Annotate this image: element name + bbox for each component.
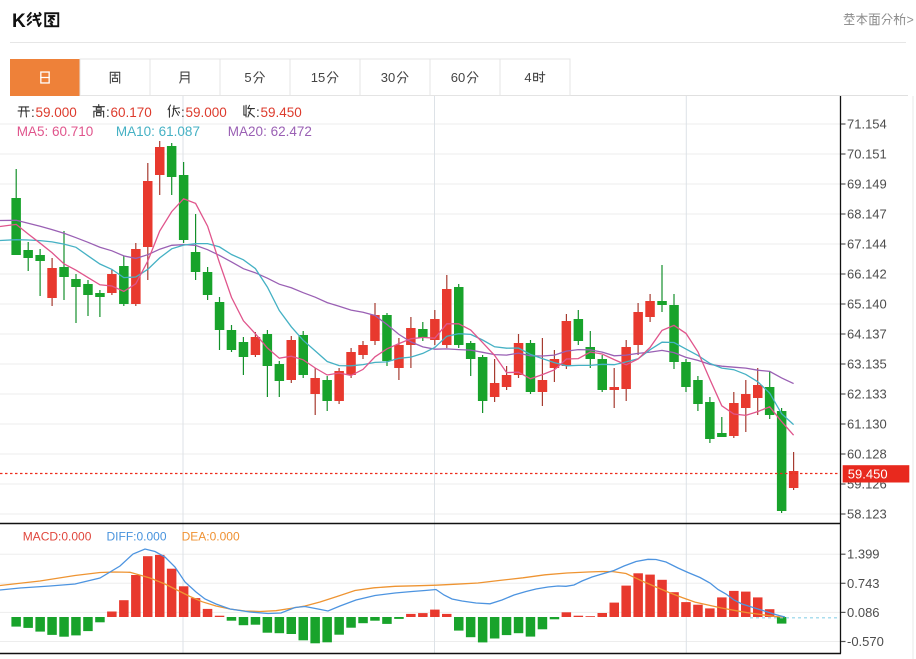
svg-text:DIFF:0.000: DIFF:0.000	[107, 530, 167, 544]
svg-text:62.133: 62.133	[847, 387, 887, 402]
svg-text:MA20: 62.472: MA20: 62.472	[228, 124, 312, 139]
svg-text:58.123: 58.123	[847, 507, 887, 522]
svg-text:60: 60	[451, 70, 465, 85]
svg-text:69.149: 69.149	[847, 177, 887, 192]
svg-text:DEA:0.000: DEA:0.000	[182, 530, 240, 544]
svg-text:15: 15	[311, 70, 325, 85]
svg-text:71.154: 71.154	[847, 117, 887, 132]
svg-text:MACD:0.000: MACD:0.000	[23, 530, 92, 544]
svg-text::: :	[256, 105, 260, 120]
svg-text:59.450: 59.450	[261, 105, 302, 120]
svg-text:60.170: 60.170	[111, 105, 152, 120]
svg-text:0.086: 0.086	[847, 605, 880, 620]
svg-text:59.000: 59.000	[36, 105, 77, 120]
svg-text:5: 5	[244, 70, 251, 85]
svg-text:65.140: 65.140	[847, 297, 887, 312]
svg-text:>: >	[907, 13, 914, 27]
svg-text::: :	[31, 105, 35, 120]
svg-text:61.130: 61.130	[847, 417, 887, 432]
svg-text:70.151: 70.151	[847, 147, 887, 162]
svg-text:59.000: 59.000	[186, 105, 227, 120]
svg-text:66.142: 66.142	[847, 267, 887, 282]
svg-text:-0.570: -0.570	[847, 634, 884, 649]
svg-text:60.128: 60.128	[847, 447, 887, 462]
svg-text::: :	[106, 105, 110, 120]
svg-text:1.399: 1.399	[847, 547, 880, 562]
svg-text:30: 30	[381, 70, 395, 85]
svg-text:4: 4	[524, 70, 531, 85]
svg-text:64.137: 64.137	[847, 327, 887, 342]
svg-text:MA5: 60.710: MA5: 60.710	[17, 124, 94, 139]
svg-text::: :	[181, 105, 185, 120]
svg-text:K: K	[12, 11, 26, 32]
svg-text:0.743: 0.743	[847, 576, 880, 591]
svg-text:67.144: 67.144	[847, 237, 887, 252]
svg-text:68.147: 68.147	[847, 207, 887, 222]
svg-text:59.450: 59.450	[848, 466, 888, 481]
svg-text:MA10: 61.087: MA10: 61.087	[116, 124, 200, 139]
svg-text:63.135: 63.135	[847, 357, 887, 372]
